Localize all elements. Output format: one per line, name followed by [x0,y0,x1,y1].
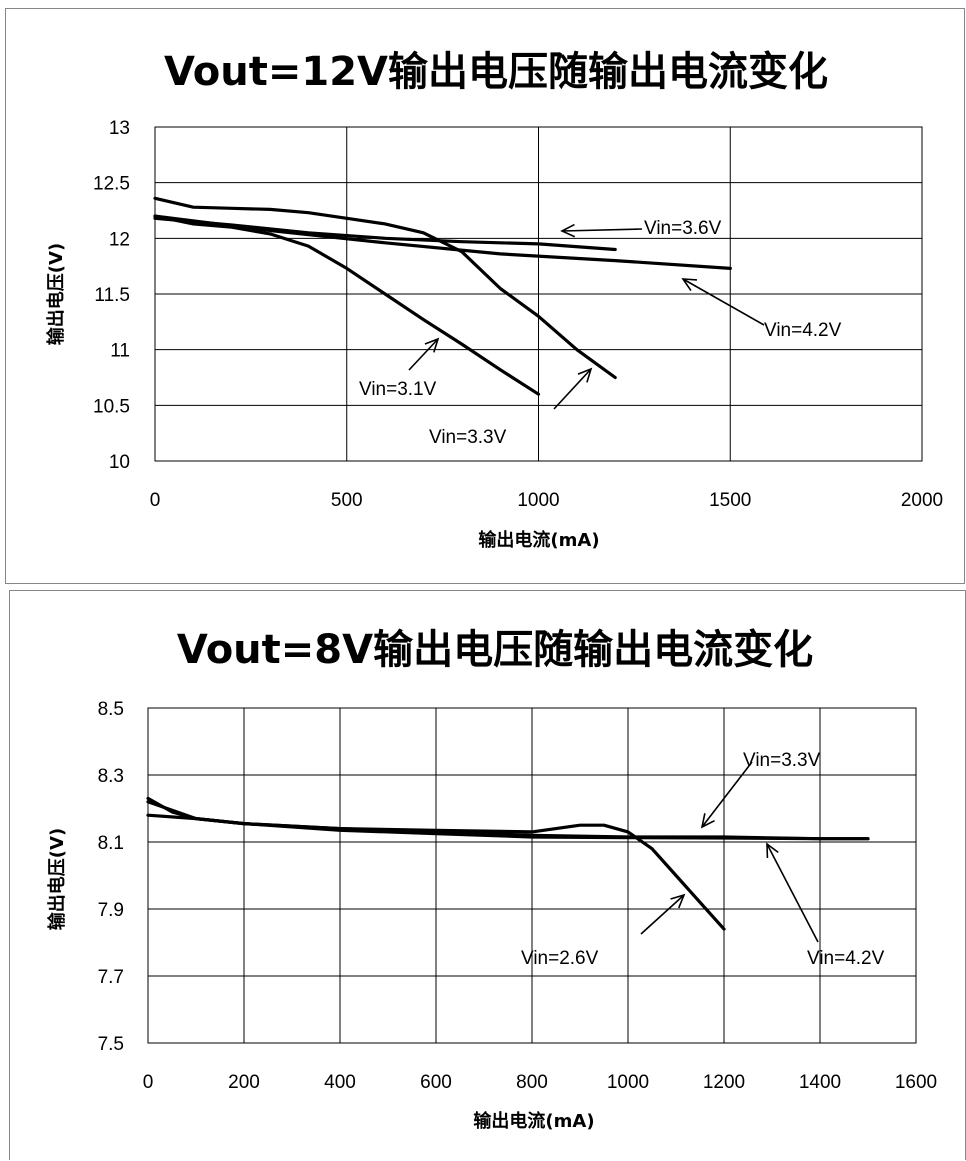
annotation-label: Vin=3.3V [743,750,821,771]
annotation-arrowhead-2 [766,842,779,859]
series-line-vin-4-2v [146,813,870,841]
annotation-label: Vin=2.6V [521,948,599,969]
y-tick-label: 8.3 [98,766,124,787]
annotation-arrowhead-2 [424,337,440,353]
x-tick-label: 1000 [607,1072,649,1093]
annotation-arrow-3 [553,368,592,410]
annotation-label: Vin=4.2V [807,948,885,969]
annotation-label: Vin=3.3V [429,427,507,448]
y-tick-label: 8.1 [98,833,124,854]
x-tick-label: 1600 [895,1072,937,1093]
x-tick-label: 1000 [517,490,559,511]
x-axis-label: 输出电流(mA) [473,1110,594,1132]
series-line-vin-3-3v [146,800,870,841]
y-tick-label: 7.5 [98,1034,124,1055]
x-tick-label: 1400 [799,1072,841,1093]
y-axis-label: 输出电压(V) [45,243,67,345]
y-tick-label: 12.5 [93,174,130,195]
annotation-label: Vin=3.6V [644,218,722,239]
annotation-arrowhead-3 [577,367,593,383]
y-tick-label: 8.5 [98,699,124,720]
y-tick-label: 7.7 [98,967,124,988]
chart-title: Vout=12V输出电压随输出电流变化 [164,49,828,95]
x-tick-label: 200 [228,1072,260,1093]
annotation-arrowhead-1 [681,278,698,291]
x-tick-label: 0 [150,490,161,511]
y-tick-label: 7.9 [98,900,124,921]
x-tick-label: 400 [324,1072,356,1093]
chart-8v-svg: Vout=8V输出电压随输出电流变化 0 200 400 600 800 1000 1200 1… [46,627,937,1132]
x-tick-label: 1200 [703,1072,745,1093]
annotation-arrow-0 [701,761,753,828]
x-tick-label: 500 [331,490,363,511]
chart-panel-vout-12v: Vout=12V输出电压随输出电流变化 0 500 1000 1500 2000 10 10.… [5,8,965,584]
y-tick-label: 10.5 [93,396,130,417]
annotation-arrow-2 [766,843,819,943]
series-line-vin-3-3v [153,196,617,380]
annotation-arrow-2 [408,338,439,371]
annotation-arrowhead-1 [670,893,686,909]
y-tick-label: 11.5 [94,285,130,306]
annotation-arrowhead-0 [560,223,576,238]
annotation-label: Vin=3.1V [359,379,437,400]
chart-title: Vout=8V输出电压随输出电流变化 [177,627,813,673]
x-axis-label: 输出电流(mA) [478,529,599,551]
y-axis-label: 输出电压(V) [46,828,68,930]
series-line-vin-3-1v [153,214,541,396]
plot-grid [147,707,917,1044]
annotation-arrowhead-0 [700,813,715,829]
y-tick-label: 11 [110,341,130,362]
x-tick-label: 1500 [709,490,751,511]
x-tick-label: 2000 [901,490,943,511]
x-tick-label: 600 [420,1072,452,1093]
y-tick-label: 13 [109,118,130,139]
y-tick-label: 10 [109,452,130,473]
chart-panel-vout-8v: Vout=8V输出电压随输出电流变化 0 200 400 600 800 1000 1200 1… [9,590,966,1160]
annotation-arrow-1 [682,278,765,326]
chart-12v-svg: Vout=12V输出电压随输出电流变化 0 500 1000 1500 2000 10 10.… [45,49,943,551]
annotation-arrow-0 [561,228,643,232]
x-tick-label: 0 [143,1072,154,1093]
plot-grid [154,126,923,462]
y-tick-label: 12 [109,229,130,250]
series-line-vin-4-2v [153,214,732,270]
x-tick-label: 800 [516,1072,548,1093]
annotation-arrow-1 [640,894,685,935]
annotation-label: Vin=4.2V [764,320,842,341]
